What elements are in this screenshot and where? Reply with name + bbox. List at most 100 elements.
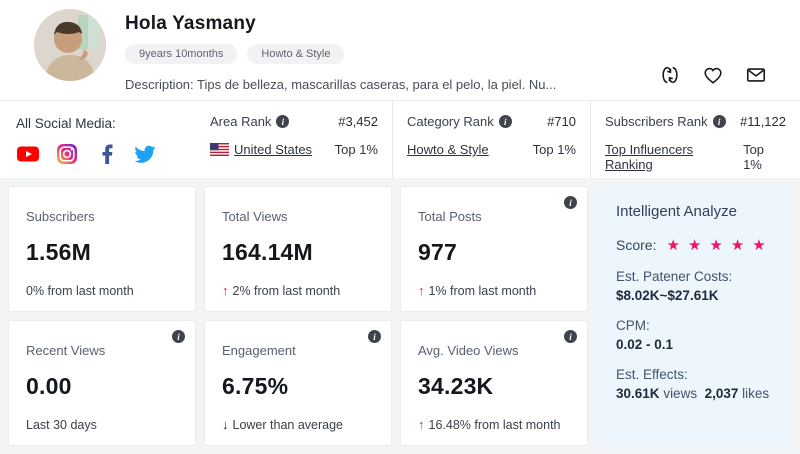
stat-card-subscribers: Subscribers 1.56M 0% from last month (8, 186, 196, 312)
social-media-label: All Social Media: (16, 116, 116, 131)
stat-delta: ↓ Lower than average (222, 417, 374, 432)
stat-card-total-posts: i Total Posts 977 ↑ 1% from last month (400, 186, 588, 312)
effects-views-value: 30.61K (616, 386, 660, 401)
stat-card-total-views: Total Views 164.14M ↑ 2% from last month (204, 186, 392, 312)
avatar (34, 9, 106, 81)
stat-delta: ↑ 1% from last month (418, 283, 570, 298)
stat-value: 977 (418, 239, 457, 265)
stat-delta-text: Lower than average (232, 417, 344, 432)
facebook-icon[interactable] (94, 142, 118, 166)
stat-value: 6.75% (222, 373, 289, 399)
stat-value: 1.56M (26, 239, 91, 265)
subscribers-rank-block: Subscribers Rank i #11,122 Top Influence… (590, 101, 800, 178)
stat-label: Subscribers (26, 209, 95, 224)
profile-name: Hola Yasmany (125, 13, 256, 34)
stat-delta: ↑ 16.48% from last month (418, 417, 570, 432)
category-rank-link[interactable]: Howto & Style (407, 142, 489, 157)
partner-cost-value: $8.02K~$27.61K (616, 288, 719, 303)
category-rank-top: Top 1% (532, 142, 576, 157)
avatar-image (34, 9, 106, 81)
stat-delta: ↑ 2% from last month (222, 283, 374, 298)
stats-grid: Subscribers 1.56M 0% from last month Tot… (0, 178, 800, 454)
cpm-label: CPM: (616, 318, 650, 333)
contact-mail-icon[interactable] (745, 64, 767, 86)
stat-value: 164.14M (222, 239, 313, 265)
area-rank-label: Area Rank i (210, 114, 290, 129)
info-icon[interactable]: i (564, 196, 577, 209)
profile-header: Hola Yasmany 9years 10months Howto & Sty… (0, 0, 800, 100)
subscribers-rank-link[interactable]: Top Influencers Ranking (605, 142, 743, 172)
area-rank-label-text: Area Rank (210, 114, 272, 129)
area-rank-top: Top 1% (334, 142, 378, 157)
info-icon[interactable]: i (712, 115, 726, 128)
subscribers-rank-link-text: Top Influencers Ranking (605, 142, 694, 172)
stat-delta-text: 0% from last month (26, 284, 134, 298)
partner-cost-label: Est. Patener Costs: (616, 269, 733, 284)
area-rank-value: #3,452 (338, 114, 378, 129)
stat-card-recent-views: i Recent Views 0.00 Last 30 days (8, 320, 196, 446)
badges: 9years 10months Howto & Style (125, 44, 800, 64)
subscribers-rank-label-text: Subscribers Rank (605, 114, 708, 129)
compare-icon[interactable] (659, 64, 681, 86)
social-media-block: All Social Media: (0, 101, 196, 178)
category-rank-label: Category Rank i (407, 114, 512, 129)
category-rank-value: #710 (547, 114, 576, 129)
subscribers-rank-top: Top 1% (743, 142, 765, 172)
info-icon[interactable]: i (368, 330, 381, 343)
intelligent-analyze-panel: Intelligent Analyze Score: ★ ★ ★ ★ ★ Est. Pa… (596, 186, 792, 446)
stat-card-avg-video-views: i Avg. Video Views 34.23K ↑ 16.48% from … (400, 320, 588, 446)
effects-label: Est. Effects: (616, 367, 688, 382)
trend-up-icon: ↑ (418, 417, 425, 432)
info-icon[interactable]: i (498, 115, 512, 128)
area-rank-link[interactable]: United States (210, 142, 312, 157)
us-flag-icon (210, 143, 229, 156)
effects-likes-unit: likes (742, 386, 770, 401)
stat-delta: Last 30 days (26, 418, 178, 432)
rank-bar: All Social Media: (0, 100, 800, 178)
stat-label: Total Views (222, 209, 288, 224)
stat-delta-text: 2% from last month (232, 283, 341, 298)
category-rank-block: Category Rank i #710 Howto & Style Top 1… (392, 101, 590, 178)
category-rank-link-text: Howto & Style (407, 142, 489, 157)
stat-delta: 0% from last month (26, 284, 178, 298)
stat-label: Total Posts (418, 209, 482, 224)
star-icon: ★ (666, 237, 680, 254)
badge-category: Howto & Style (247, 44, 345, 64)
area-rank-link-text: United States (234, 142, 313, 157)
favorite-heart-icon[interactable] (702, 64, 724, 86)
stat-delta-text: 1% from last month (428, 283, 537, 298)
star-icon: ★ (709, 237, 723, 254)
effects-views-unit: views (663, 386, 698, 401)
header-actions (659, 64, 767, 86)
stat-label: Recent Views (26, 343, 106, 358)
effects-value: 30.61K views 2,037 likes (616, 386, 772, 401)
youtube-icon[interactable] (16, 142, 40, 166)
effects-likes-value: 2,037 (704, 386, 739, 401)
trend-up-icon: ↑ (222, 283, 229, 298)
stat-value: 0.00 (26, 373, 72, 399)
stat-card-engagement: i Engagement 6.75% ↓ Lower than average (204, 320, 392, 446)
trend-down-icon: ↓ (222, 417, 229, 432)
star-icon: ★ (730, 237, 745, 254)
stat-label: Avg. Video Views (418, 343, 519, 358)
cpm-value: 0.02 - 0.1 (616, 337, 674, 352)
profile-description: Description: Tips de belleza, mascarilla… (125, 77, 557, 92)
info-icon[interactable]: i (564, 330, 577, 343)
info-icon[interactable]: i (276, 115, 290, 128)
twitter-icon[interactable] (133, 142, 157, 166)
area-rank-block: Area Rank i #3,452 United States Top 1% (196, 101, 392, 178)
info-icon[interactable]: i (172, 330, 185, 343)
score-label: Score: (616, 237, 657, 253)
badge-channel-age: 9years 10months (125, 44, 238, 64)
category-rank-label-text: Category Rank (407, 114, 494, 129)
instagram-icon[interactable] (55, 142, 79, 166)
score-stars: ★ ★ ★ ★ ★ (666, 236, 765, 254)
subscribers-rank-value: #11,122 (739, 114, 786, 129)
stat-value: 34.23K (418, 373, 494, 399)
stat-label: Engagement (222, 343, 296, 358)
panel-title: Intelligent Analyze (616, 203, 737, 220)
subscribers-rank-label: Subscribers Rank i (605, 114, 726, 129)
star-icon: ★ (752, 237, 766, 254)
star-icon: ★ (687, 237, 702, 254)
stat-delta-text: Last 30 days (26, 418, 97, 432)
